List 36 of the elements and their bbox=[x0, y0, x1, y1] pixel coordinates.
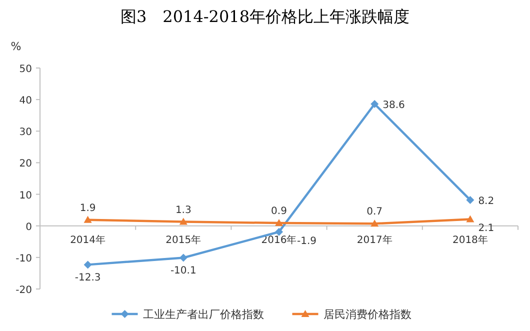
point bbox=[179, 218, 188, 225]
data-label: 0.7 bbox=[366, 206, 383, 218]
data-label: 2.1 bbox=[478, 223, 494, 234]
y-tick-label: 0 bbox=[26, 222, 32, 233]
y-tick-label: 50 bbox=[19, 64, 32, 75]
legend-label: 居民消费价格指数 bbox=[323, 308, 412, 321]
y-tick-label: -10 bbox=[16, 253, 32, 264]
data-label: 8.2 bbox=[478, 196, 494, 207]
point bbox=[275, 228, 283, 236]
data-label: 0.9 bbox=[271, 206, 287, 218]
x-tick-label: 2017年 bbox=[356, 234, 392, 246]
data-label: -10.1 bbox=[170, 266, 196, 277]
y-tick-label: 10 bbox=[19, 190, 32, 202]
point bbox=[466, 196, 474, 204]
point bbox=[84, 216, 92, 223]
point bbox=[370, 100, 379, 108]
data-label: 1.9 bbox=[80, 202, 96, 214]
point bbox=[84, 260, 92, 269]
data-label: 1.3 bbox=[175, 204, 192, 216]
data-label: 38.6 bbox=[382, 100, 405, 111]
y-tick-label: 40 bbox=[19, 96, 32, 107]
x-tick-label: 2015年 bbox=[166, 234, 202, 246]
y-tick-label: 30 bbox=[19, 127, 32, 138]
point bbox=[275, 219, 283, 226]
point bbox=[466, 215, 474, 222]
y-tick-label: 20 bbox=[19, 158, 32, 170]
point bbox=[179, 254, 188, 262]
data-label: -12.3 bbox=[74, 272, 101, 284]
point bbox=[370, 220, 379, 227]
y-tick-label: -20 bbox=[16, 285, 32, 296]
legend-label: 工业生产者出厂价格指数 bbox=[142, 308, 264, 321]
chart-title: 图3 2014-2018年价格比上年涨跌幅度 bbox=[120, 7, 410, 26]
x-tick-label: 2014年 bbox=[70, 234, 106, 246]
x-tick-label: 2018年 bbox=[452, 234, 488, 246]
y-axis-title: % bbox=[10, 40, 22, 53]
data-label: -1.9 bbox=[297, 236, 317, 247]
